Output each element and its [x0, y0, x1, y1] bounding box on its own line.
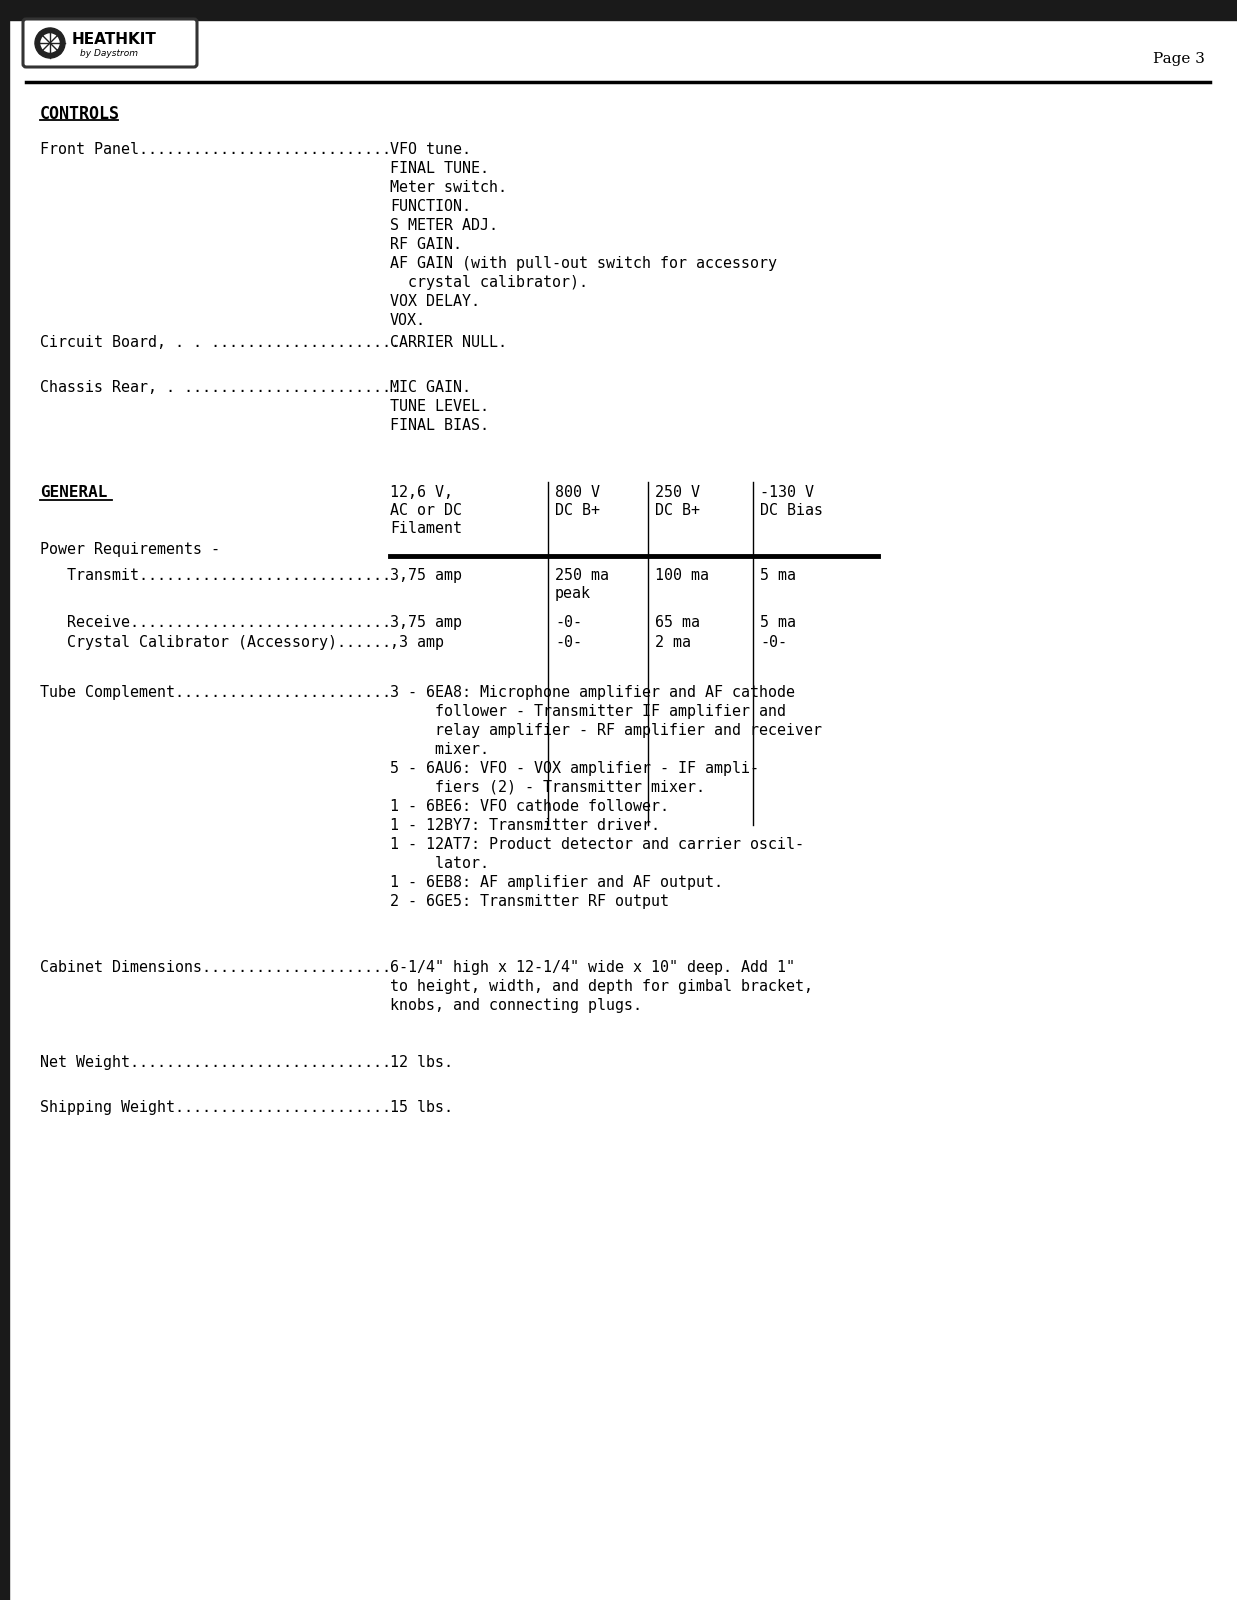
Text: lator.: lator. — [390, 856, 489, 870]
Text: 1 - 12AT7: Product detector and carrier oscil-: 1 - 12AT7: Product detector and carrier … — [390, 837, 804, 851]
Text: 65 ma: 65 ma — [656, 614, 700, 630]
Text: 1 - 6BE6: VFO cathode follower.: 1 - 6BE6: VFO cathode follower. — [390, 798, 669, 814]
Text: to height, width, and depth for gimbal bracket,: to height, width, and depth for gimbal b… — [390, 979, 813, 994]
Text: HEATHKIT: HEATHKIT — [72, 32, 157, 46]
Text: relay amplifier - RF amplifier and receiver: relay amplifier - RF amplifier and recei… — [390, 723, 823, 738]
Text: Shipping Weight........................: Shipping Weight........................ — [40, 1101, 391, 1115]
Text: DC B+: DC B+ — [656, 502, 700, 518]
Text: AC or DC: AC or DC — [390, 502, 461, 518]
Text: 800 V: 800 V — [555, 485, 600, 499]
Text: Net Weight.............................: Net Weight............................. — [40, 1054, 391, 1070]
Text: TUNE LEVEL.: TUNE LEVEL. — [390, 398, 489, 414]
Text: -0-: -0- — [555, 635, 581, 650]
Text: 100 ma: 100 ma — [656, 568, 709, 582]
Text: 5 ma: 5 ma — [760, 614, 795, 630]
Text: FUNCTION.: FUNCTION. — [390, 198, 471, 214]
Text: Crystal Calibrator (Accessory)......: Crystal Calibrator (Accessory)...... — [40, 635, 391, 650]
Text: 3 - 6EA8: Microphone amplifier and AF cathode: 3 - 6EA8: Microphone amplifier and AF ca… — [390, 685, 795, 701]
Text: 3,75 amp: 3,75 amp — [390, 614, 461, 630]
Text: crystal calibrator).: crystal calibrator). — [390, 275, 588, 290]
Text: 1 - 12BY7: Transmitter driver.: 1 - 12BY7: Transmitter driver. — [390, 818, 661, 834]
Text: Power Requirements -: Power Requirements - — [40, 542, 220, 557]
Text: FINAL TUNE.: FINAL TUNE. — [390, 162, 489, 176]
Text: RF GAIN.: RF GAIN. — [390, 237, 461, 251]
Text: by Daystrom: by Daystrom — [80, 50, 139, 58]
Text: Receive.............................: Receive............................. — [40, 614, 391, 630]
Text: -130 V: -130 V — [760, 485, 814, 499]
Text: Tube Complement........................: Tube Complement........................ — [40, 685, 391, 701]
Text: -0-: -0- — [555, 614, 581, 630]
Text: 3,75 amp: 3,75 amp — [390, 568, 461, 582]
Text: MIC GAIN.: MIC GAIN. — [390, 379, 471, 395]
Text: fiers (2) - Transmitter mixer.: fiers (2) - Transmitter mixer. — [390, 781, 705, 795]
Text: knobs, and connecting plugs.: knobs, and connecting plugs. — [390, 998, 642, 1013]
Text: VOX.: VOX. — [390, 314, 426, 328]
Circle shape — [35, 27, 66, 58]
Text: -0-: -0- — [760, 635, 787, 650]
Text: peak: peak — [555, 586, 591, 602]
Circle shape — [41, 34, 59, 51]
Text: Transmit............................: Transmit............................ — [40, 568, 391, 582]
Text: mixer.: mixer. — [390, 742, 489, 757]
Text: 250 ma: 250 ma — [555, 568, 609, 582]
Text: CONTROLS: CONTROLS — [40, 106, 120, 123]
Bar — [0, 0, 9, 1600]
Text: DC B+: DC B+ — [555, 502, 600, 518]
Text: 1 - 6EB8: AF amplifier and AF output.: 1 - 6EB8: AF amplifier and AF output. — [390, 875, 722, 890]
Bar — [0, 0, 1237, 19]
Text: S METER ADJ.: S METER ADJ. — [390, 218, 499, 234]
Text: CARRIER NULL.: CARRIER NULL. — [390, 334, 507, 350]
FancyBboxPatch shape — [24, 19, 197, 67]
Text: ,3 amp: ,3 amp — [390, 635, 444, 650]
Text: AF GAIN (with pull-out switch for accessory: AF GAIN (with pull-out switch for access… — [390, 256, 777, 270]
Text: 12 lbs.: 12 lbs. — [390, 1054, 453, 1070]
Text: 5 ma: 5 ma — [760, 568, 795, 582]
Text: VOX DELAY.: VOX DELAY. — [390, 294, 480, 309]
Text: GENERAL: GENERAL — [40, 485, 108, 499]
Text: 250 V: 250 V — [656, 485, 700, 499]
Text: Page 3: Page 3 — [1153, 51, 1205, 66]
Text: VFO tune.: VFO tune. — [390, 142, 471, 157]
Text: 2 - 6GE5: Transmitter RF output: 2 - 6GE5: Transmitter RF output — [390, 894, 669, 909]
Text: 2 ma: 2 ma — [656, 635, 691, 650]
Text: FINAL BIAS.: FINAL BIAS. — [390, 418, 489, 434]
Text: Meter switch.: Meter switch. — [390, 179, 507, 195]
Text: Circuit Board, . . .....................: Circuit Board, . . ..................... — [40, 334, 400, 350]
Text: Chassis Rear, . ........................: Chassis Rear, . ........................ — [40, 379, 400, 395]
Text: Filament: Filament — [390, 522, 461, 536]
Text: 12,6 V,: 12,6 V, — [390, 485, 453, 499]
Text: DC Bias: DC Bias — [760, 502, 823, 518]
Text: 6-1/4" high x 12-1/4" wide x 10" deep. Add 1": 6-1/4" high x 12-1/4" wide x 10" deep. A… — [390, 960, 795, 974]
Text: Cabinet Dimensions.....................: Cabinet Dimensions..................... — [40, 960, 391, 974]
Text: follower - Transmitter IF amplifier and: follower - Transmitter IF amplifier and — [390, 704, 785, 718]
Text: 15 lbs.: 15 lbs. — [390, 1101, 453, 1115]
Text: Front Panel............................: Front Panel............................ — [40, 142, 391, 157]
Text: 5 - 6AU6: VFO - VOX amplifier - IF ampli-: 5 - 6AU6: VFO - VOX amplifier - IF ampli… — [390, 762, 760, 776]
